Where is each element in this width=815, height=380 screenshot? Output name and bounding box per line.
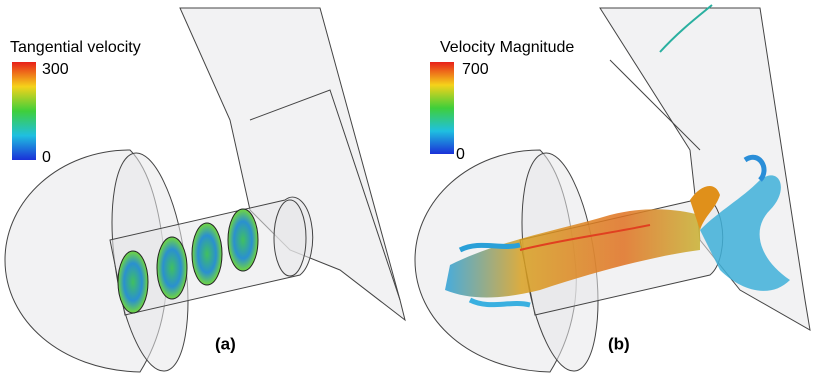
section-disc [192,223,222,285]
panel-label: (b) [608,334,630,353]
colorbar [430,62,454,154]
colorbar [12,62,36,160]
panel-label: (a) [215,334,236,353]
panel-b: Velocity Magnitude 700 0 (b) [415,5,810,376]
section-disc [118,251,148,313]
colorbar-min: 0 [456,146,465,163]
colorbar-max: 700 [462,61,489,78]
section-disc [157,237,187,299]
colorbar-min: 0 [42,149,51,166]
section-disc [228,209,258,271]
colorbar-max: 300 [42,61,69,78]
cylinder-end [274,200,306,276]
panel-a: Tangential velocity 300 0 (a) [5,8,405,376]
colorbar-title: Tangential velocity [10,39,141,56]
colorbar-title: Velocity Magnitude [440,39,574,56]
figure: Tangential velocity 300 0 (a) Velocity M… [0,0,815,380]
